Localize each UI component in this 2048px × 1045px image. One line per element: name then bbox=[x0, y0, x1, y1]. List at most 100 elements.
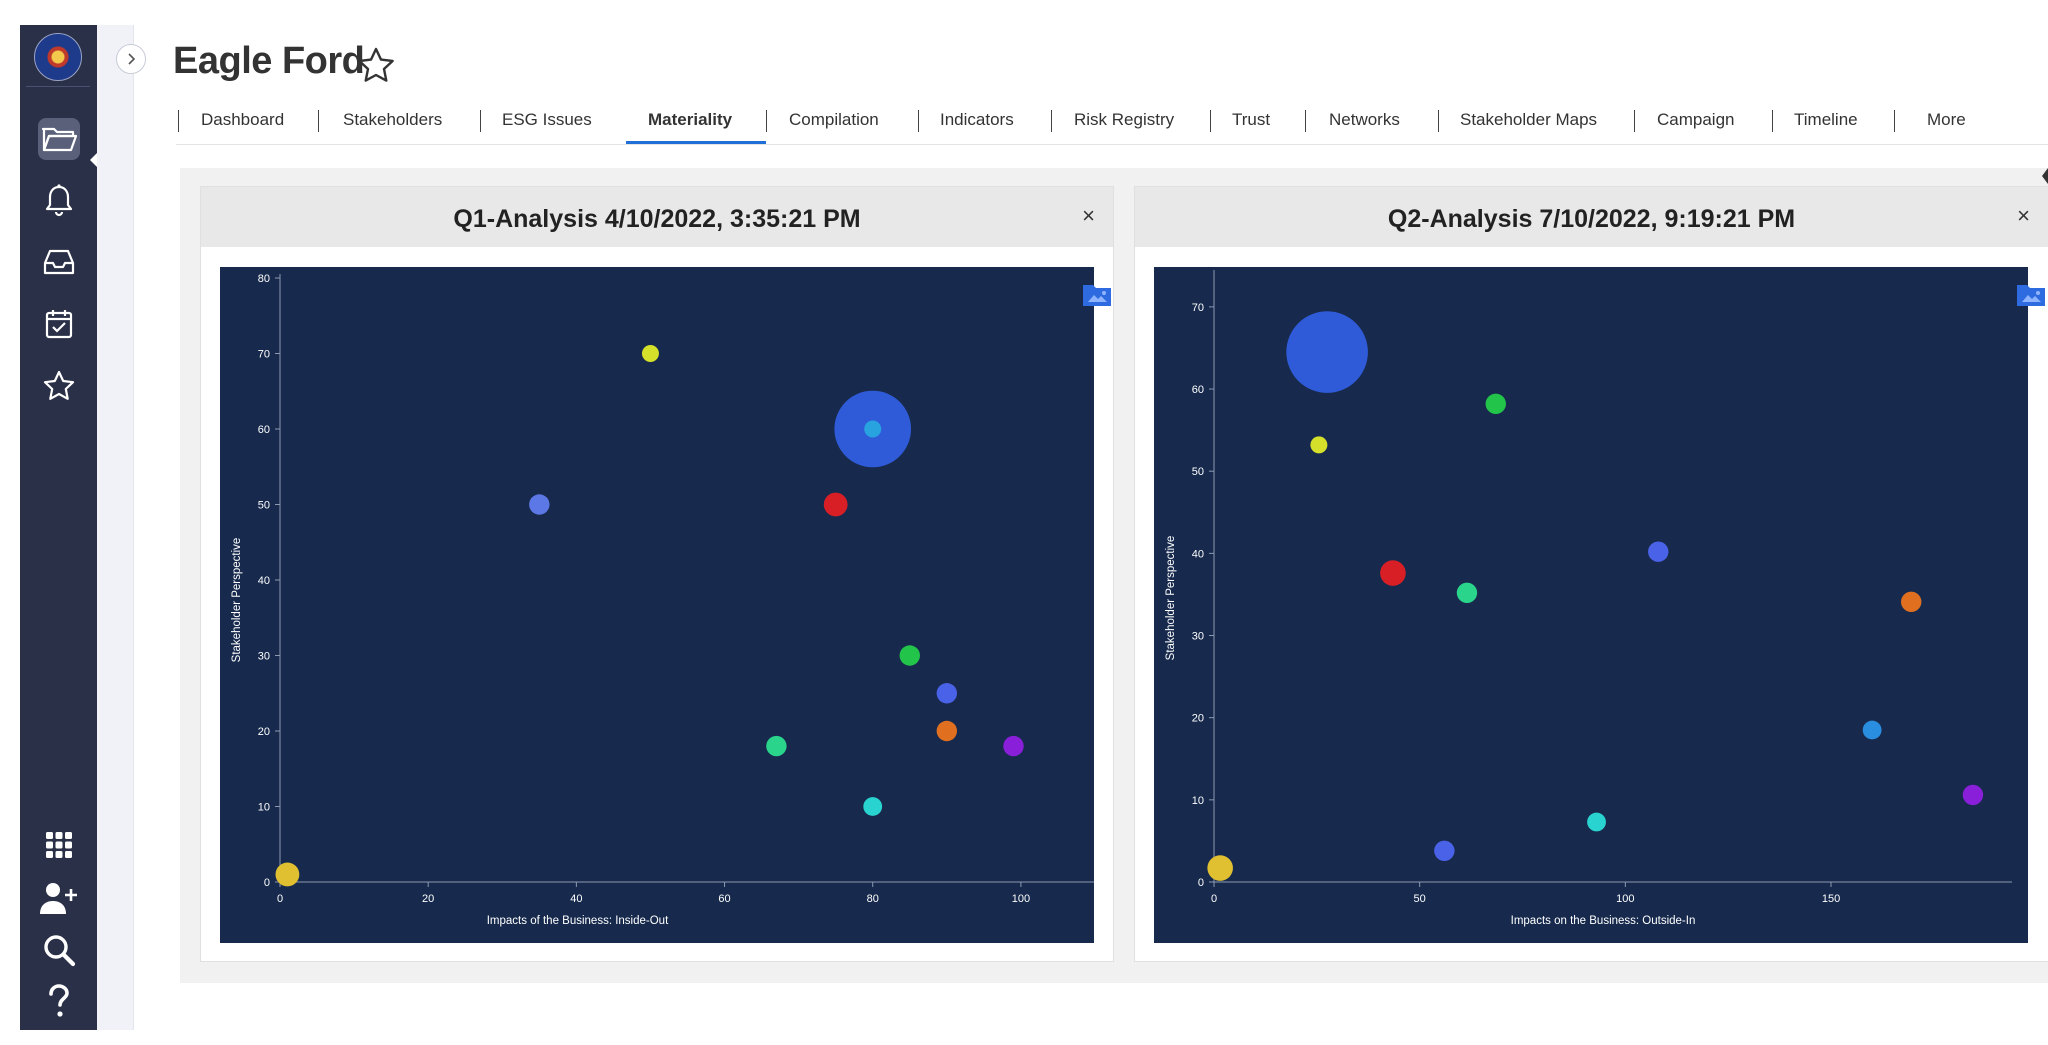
tab-trust[interactable]: Trust bbox=[1232, 110, 1271, 129]
expand-sidebar-button[interactable] bbox=[116, 44, 146, 74]
chevron-right-icon bbox=[128, 53, 136, 65]
data-point bbox=[823, 492, 848, 517]
active-tab-indicator bbox=[626, 141, 766, 144]
tab-separator bbox=[1305, 110, 1306, 132]
y-tick-label: 70 bbox=[1192, 302, 1204, 314]
tab-stakeholders[interactable]: Stakeholders bbox=[343, 110, 443, 129]
tab-dashboard[interactable]: Dashboard bbox=[201, 110, 285, 129]
tab-compilation[interactable]: Compilation bbox=[789, 110, 879, 129]
tab-separator bbox=[1634, 110, 1635, 132]
chart-svg-q1: 0 10 20 30 40 50 60 70 80 0 20 40 60 80 100 Impacts of … bbox=[231, 273, 1094, 927]
y-axis-title: Stakeholder Perspective bbox=[231, 538, 243, 663]
tab-campaign[interactable]: Campaign bbox=[1657, 110, 1735, 129]
sidebar-item-folders[interactable] bbox=[38, 118, 80, 160]
data-point bbox=[1485, 393, 1506, 415]
x-axis-title: Impacts of the Business: Inside-Out bbox=[487, 915, 669, 927]
tab-bar: Dashboard Stakeholders ESG Issues Materi… bbox=[176, 104, 2048, 145]
data-point bbox=[1380, 560, 1406, 586]
tab-risk-registry[interactable]: Risk Registry bbox=[1074, 110, 1175, 129]
sidebar-active-pointer bbox=[90, 151, 99, 169]
sidebar-item-calendar[interactable] bbox=[38, 303, 80, 345]
data-point bbox=[864, 420, 882, 438]
close-panel-button[interactable]: × bbox=[2017, 203, 2030, 228]
x-axis-title: Impacts on the Business: Outside-In bbox=[1511, 915, 1696, 927]
scroll-edge-indicator[interactable] bbox=[2042, 168, 2048, 184]
data-point bbox=[275, 862, 300, 887]
x-tick-label: 100 bbox=[1616, 893, 1634, 905]
y-tick-label: 60 bbox=[258, 424, 270, 436]
org-logo[interactable] bbox=[34, 33, 82, 81]
x-tick-label: 50 bbox=[1414, 893, 1426, 905]
data-point bbox=[1587, 812, 1606, 832]
data-point bbox=[1434, 840, 1455, 861]
tab-indicators[interactable]: Indicators bbox=[940, 110, 1014, 129]
sidebar-item-add-user[interactable] bbox=[38, 877, 80, 919]
y-tick-label: 70 bbox=[258, 349, 270, 361]
data-point bbox=[1456, 582, 1478, 603]
sidebar-item-help[interactable] bbox=[38, 980, 80, 1022]
y-tick-label: 60 bbox=[1192, 384, 1204, 396]
close-panel-button[interactable]: × bbox=[1082, 203, 1095, 228]
tab-esg-issues[interactable]: ESG Issues bbox=[502, 110, 592, 129]
tab-materiality[interactable]: Materiality bbox=[648, 110, 733, 129]
tab-more[interactable]: More bbox=[1927, 110, 1966, 129]
data-point bbox=[899, 645, 920, 666]
x-tick-label: 0 bbox=[1211, 893, 1217, 905]
data-point bbox=[766, 735, 787, 757]
data-point bbox=[1648, 541, 1669, 562]
tab-separator bbox=[480, 110, 481, 132]
sidebar-item-apps[interactable] bbox=[38, 824, 80, 866]
sidebar-gutter bbox=[97, 25, 134, 1030]
analysis-panel-q1: Q1-Analysis 4/10/2022, 3:35:21 PM × 0 10 2… bbox=[200, 186, 1114, 962]
y-tick-label: 10 bbox=[1192, 795, 1204, 807]
star-outline-icon bbox=[358, 47, 394, 82]
bubble-chart-q2: 0 10 20 30 40 50 60 70 0 50 100 150 Impacts on the B… bbox=[1154, 267, 2045, 943]
data-point bbox=[936, 720, 958, 742]
sidebar-item-inbox[interactable] bbox=[38, 241, 80, 283]
tab-separator bbox=[1894, 110, 1895, 132]
tab-separator bbox=[1438, 110, 1439, 132]
panel-title: Q1-Analysis 4/10/2022, 3:35:21 PM bbox=[453, 205, 861, 233]
sidebar-item-notifications[interactable] bbox=[38, 179, 80, 221]
bubble-chart-q1: 0 10 20 30 40 50 60 70 80 0 20 40 60 80 100 Impacts of … bbox=[220, 267, 1111, 943]
data-point bbox=[529, 494, 550, 515]
folder-icon bbox=[41, 127, 77, 152]
sidebar-divider bbox=[26, 86, 90, 87]
favorite-button[interactable] bbox=[356, 46, 396, 89]
data-point bbox=[1962, 784, 1984, 806]
sidebar-item-favorites[interactable] bbox=[38, 365, 80, 407]
bell-icon bbox=[45, 184, 73, 217]
x-tick-label: 80 bbox=[867, 893, 879, 905]
x-tick-label: 60 bbox=[718, 893, 730, 905]
y-tick-label: 50 bbox=[1192, 466, 1204, 478]
x-tick-label: 40 bbox=[570, 893, 582, 905]
analysis-panel-q2: Q2-Analysis 7/10/2022, 9:19:21 PM × 0 10 2… bbox=[1134, 186, 2048, 962]
inbox-icon bbox=[43, 249, 75, 275]
y-tick-label: 30 bbox=[1192, 631, 1204, 643]
star-icon bbox=[43, 370, 75, 400]
tab-timeline[interactable]: Timeline bbox=[1794, 110, 1858, 129]
sidebar-item-search[interactable] bbox=[38, 929, 80, 971]
calendar-check-icon bbox=[45, 310, 73, 339]
tab-networks[interactable]: Networks bbox=[1329, 110, 1400, 129]
data-point bbox=[1207, 855, 1233, 881]
chart-svg-q2: 0 10 20 30 40 50 60 70 0 50 100 150 Impacts on the B… bbox=[1165, 270, 2012, 927]
tab-stakeholder-maps[interactable]: Stakeholder Maps bbox=[1460, 110, 1598, 129]
tab-separator bbox=[766, 110, 767, 132]
sidebar bbox=[20, 25, 99, 1030]
page-title: Eagle Ford bbox=[173, 40, 365, 82]
data-point bbox=[1286, 311, 1368, 393]
y-tick-label: 20 bbox=[258, 726, 270, 738]
y-tick-label: 30 bbox=[258, 651, 270, 663]
search-icon bbox=[44, 935, 76, 967]
data-point bbox=[863, 797, 883, 816]
panel-header: Q1-Analysis 4/10/2022, 3:35:21 PM × bbox=[201, 187, 1113, 247]
add-user-icon bbox=[40, 883, 77, 914]
image-folder-icon bbox=[2017, 285, 2045, 306]
tab-separator bbox=[918, 110, 919, 132]
data-point bbox=[641, 345, 659, 362]
tab-separator bbox=[318, 110, 319, 132]
x-tick-label: 100 bbox=[1012, 893, 1030, 905]
y-tick-label: 20 bbox=[1192, 713, 1204, 725]
y-tick-label: 40 bbox=[1192, 548, 1204, 560]
